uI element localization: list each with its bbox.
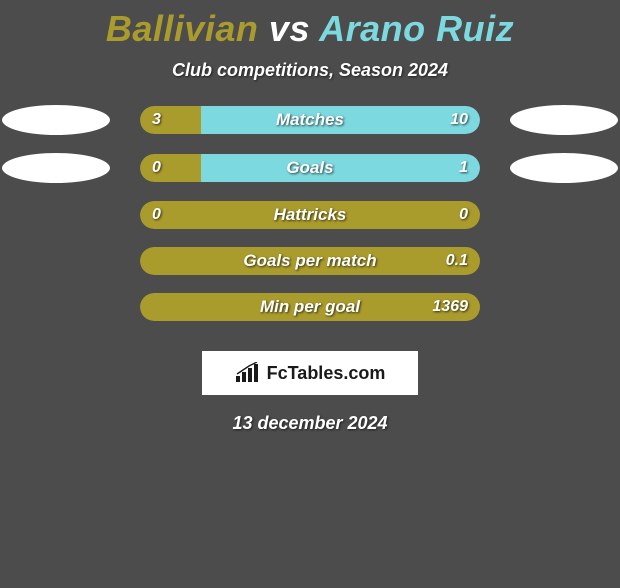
stat-bar: 310Matches xyxy=(140,106,480,134)
brand-text: FcTables.com xyxy=(267,363,386,384)
stat-row: 00Hattricks xyxy=(0,201,620,229)
stat-bar: 01Goals xyxy=(140,154,480,182)
date-text: 13 december 2024 xyxy=(0,413,620,434)
player1-badge xyxy=(2,105,110,135)
player1-badge xyxy=(2,153,110,183)
stat-label: Min per goal xyxy=(140,293,480,321)
stat-bar: 1369Min per goal xyxy=(140,293,480,321)
subtitle: Club competitions, Season 2024 xyxy=(0,60,620,81)
stat-label: Hattricks xyxy=(140,201,480,229)
title-vs: vs xyxy=(269,8,310,49)
brand-box: FcTables.com xyxy=(202,351,418,395)
player2-badge xyxy=(510,153,618,183)
stat-label: Matches xyxy=(140,106,480,134)
stat-row: 310Matches xyxy=(0,105,620,135)
chart-icon xyxy=(235,362,261,384)
stat-label: Goals per match xyxy=(140,247,480,275)
stat-row: 1369Min per goal xyxy=(0,293,620,321)
stat-row: 0.1Goals per match xyxy=(0,247,620,275)
stat-bar: 00Hattricks xyxy=(140,201,480,229)
title-player2: Arano Ruiz xyxy=(319,8,514,49)
stat-bar: 0.1Goals per match xyxy=(140,247,480,275)
stat-label: Goals xyxy=(140,154,480,182)
title-player1: Ballivian xyxy=(106,8,259,49)
page-title: Ballivian vs Arano Ruiz xyxy=(0,8,620,50)
player2-badge xyxy=(510,105,618,135)
stat-row: 01Goals xyxy=(0,153,620,183)
